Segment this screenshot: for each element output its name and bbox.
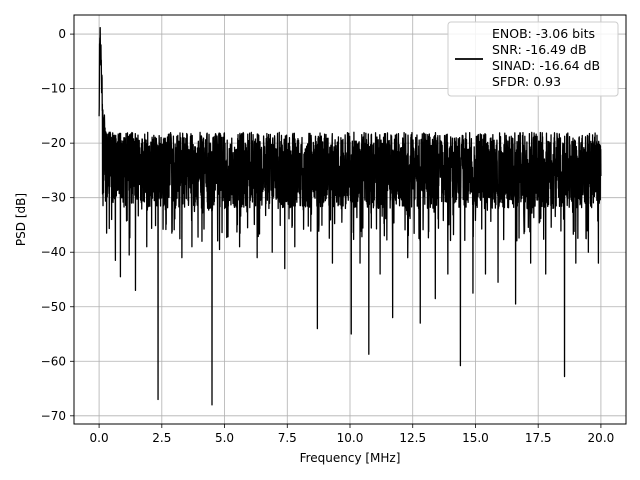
y-tick-label: −30 — [41, 191, 66, 205]
x-axis-ticks: 0.0 2.5 5.0 7.5 10.0 12.5 15.0 17.5 20.0 — [90, 424, 615, 445]
y-tick-label: 0 — [58, 27, 66, 41]
y-axis-label: PSD [dB] — [14, 193, 28, 246]
y-tick-label: −10 — [41, 82, 66, 96]
x-tick-label: 20.0 — [588, 431, 615, 445]
x-axis-label: Frequency [MHz] — [300, 451, 401, 465]
legend-box — [447, 21, 619, 97]
x-tick-label: 7.5 — [278, 431, 297, 445]
y-tick-label: −70 — [41, 409, 66, 423]
legend-line-enob: ENOB: -3.06 bits — [492, 26, 595, 41]
x-tick-label: 0.0 — [90, 431, 109, 445]
y-tick-label: −40 — [41, 245, 66, 259]
x-tick-label: 12.5 — [399, 431, 426, 445]
x-tick-label: 15.0 — [462, 431, 489, 445]
legend-line-snr: SNR: -16.49 dB — [492, 42, 587, 57]
y-tick-label: −50 — [41, 300, 66, 314]
legend-line-sinad: SINAD: -16.64 dB — [492, 58, 600, 73]
y-tick-label: −20 — [41, 136, 66, 150]
x-tick-label: 10.0 — [337, 431, 364, 445]
x-tick-label: 17.5 — [525, 431, 552, 445]
y-tick-label: −60 — [41, 354, 66, 368]
y-axis-ticks: 0 −10 −20 −30 −40 −50 −60 −70 — [41, 27, 74, 423]
x-tick-label: 5.0 — [215, 431, 234, 445]
psd-series — [98, 27, 602, 406]
legend-line-sfdr: SFDR: 0.93 — [492, 74, 561, 89]
x-tick-label: 2.5 — [152, 431, 171, 445]
legend: ENOB: -3.06 bits SNR: -16.49 dB SINAD: -… — [447, 21, 619, 97]
psd-line — [98, 27, 602, 406]
